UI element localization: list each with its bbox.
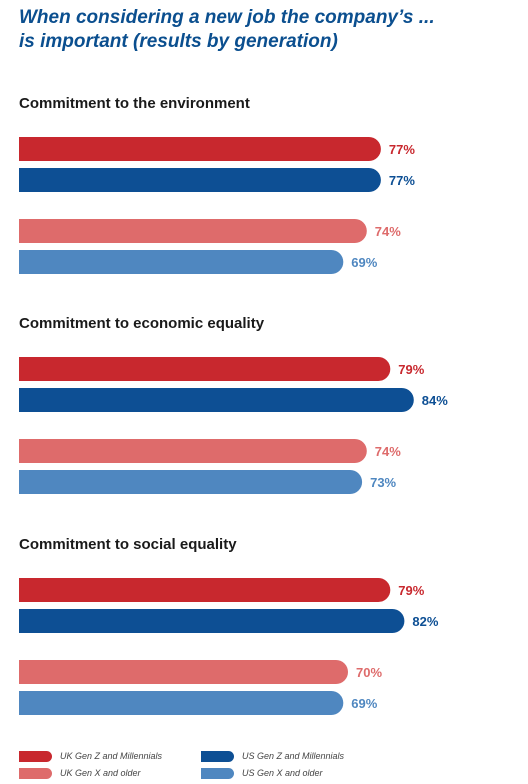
legend-swatch-us-genz <box>201 750 234 762</box>
value-label-us-genx-group-1: 69% <box>351 255 377 270</box>
bar-uk-genx-group-2 <box>19 439 367 463</box>
group-title-2: Commitment to economic equality <box>19 315 265 332</box>
legend-label-uk-genx: UK Gen X and older <box>60 768 141 778</box>
legend-swatch-uk-genz <box>19 750 52 762</box>
bar-us-genx-group-2 <box>19 470 363 494</box>
bar-us-genz-group-1 <box>19 168 381 192</box>
bar-us-genx-group-1 <box>19 250 344 274</box>
value-label-us-genz-group-1: 77% <box>389 173 415 188</box>
legend-item-uk-genz: UK Gen Z and Millennials <box>19 749 162 763</box>
value-label-uk-genx-group-3: 70% <box>356 665 382 680</box>
legend-swatch-uk-genx <box>19 767 52 779</box>
bar-us-genx-group-3 <box>19 691 344 715</box>
bar-us-genz-group-2 <box>19 388 414 412</box>
bar-uk-genx-group-1 <box>19 219 367 243</box>
bar-uk-genx-group-3 <box>19 660 348 684</box>
value-label-uk-genx-group-2: 74% <box>375 444 401 459</box>
value-label-us-genx-group-3: 69% <box>351 696 377 711</box>
chart-title-line-1: When considering a new job the company’s… <box>19 7 435 28</box>
value-label-uk-genz-group-2: 79% <box>398 362 424 377</box>
legend-item-uk-genx: UK Gen X and older <box>19 766 141 780</box>
legend-label-us-genz: US Gen Z and Millennials <box>242 751 345 761</box>
legend: UK Gen Z and Millennials US Gen Z and Mi… <box>19 749 519 783</box>
chart-title: When considering a new job the company’s… <box>19 6 519 54</box>
bar-us-genz-group-3 <box>19 609 405 633</box>
value-label-uk-genz-group-3: 79% <box>398 583 424 598</box>
value-label-us-genz-group-3: 82% <box>412 614 438 629</box>
legend-label-us-genx: US Gen X and older <box>242 768 323 778</box>
bar-uk-genz-group-3 <box>19 578 391 602</box>
bar-uk-genz-group-2 <box>19 357 391 381</box>
bar-uk-genz-group-1 <box>19 137 381 161</box>
legend-label-uk-genz: UK Gen Z and Millennials <box>60 751 163 761</box>
legend-item-us-genx: US Gen X and older <box>201 766 323 780</box>
chart-title-line-2: is important (results by generation) <box>19 31 338 52</box>
value-label-uk-genz-group-1: 77% <box>389 142 415 157</box>
group-title-3: Commitment to social equality <box>19 536 237 553</box>
legend-swatch-us-genx <box>201 767 234 779</box>
legend-item-us-genz: US Gen Z and Millennials <box>201 749 344 763</box>
bar-chart: Commitment to the environment 77% 77% 74% 69… <box>19 95 448 715</box>
value-label-us-genz-group-2: 84% <box>422 393 448 408</box>
value-label-us-genx-group-2: 73% <box>370 475 396 490</box>
group-title-1: Commitment to the environment <box>19 95 250 112</box>
value-label-uk-genx-group-1: 74% <box>375 224 401 239</box>
